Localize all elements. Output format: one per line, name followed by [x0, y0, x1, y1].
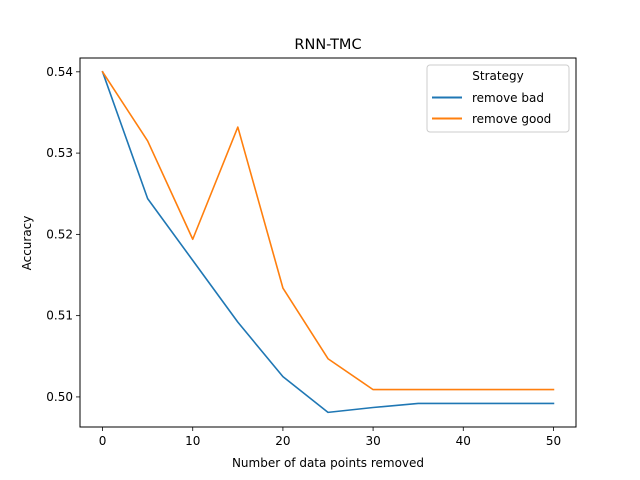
plot-frame: [79, 57, 577, 428]
plot-lines: [101, 70, 555, 414]
x-axis: 0 10 20 30 40 50: [99, 427, 561, 448]
x-axis-label: Number of data points removed: [232, 456, 424, 470]
y-axis: 0.50 0.51 0.52 0.53 0.54: [46, 65, 80, 404]
series-line-remove-bad: [101, 70, 555, 414]
x-tick-label: 0: [99, 434, 107, 448]
x-tick-label: 30: [365, 434, 380, 448]
legend-label-remove-good: remove good: [472, 112, 551, 126]
y-tick-label: 0.53: [46, 146, 73, 160]
series-line-remove-good: [101, 70, 555, 391]
legend-box: [426, 64, 570, 133]
x-tick-label: 20: [275, 434, 290, 448]
y-tick-label: 0.52: [46, 227, 73, 241]
y-axis-label: Accuracy: [20, 216, 34, 271]
y-tick-label: 0.51: [46, 309, 73, 323]
y-tick-label: 0.54: [46, 65, 73, 79]
legend-title: Strategy: [472, 69, 523, 83]
y-tick-label: 0.50: [46, 390, 73, 404]
legend-label-remove-bad: remove bad: [472, 91, 544, 105]
legend: Strategy remove bad remove good: [426, 64, 570, 133]
x-tick-label: 40: [456, 434, 471, 448]
x-tick-label: 10: [185, 434, 200, 448]
chart-title: RNN-TMC: [294, 37, 361, 53]
x-tick-label: 50: [546, 434, 561, 448]
